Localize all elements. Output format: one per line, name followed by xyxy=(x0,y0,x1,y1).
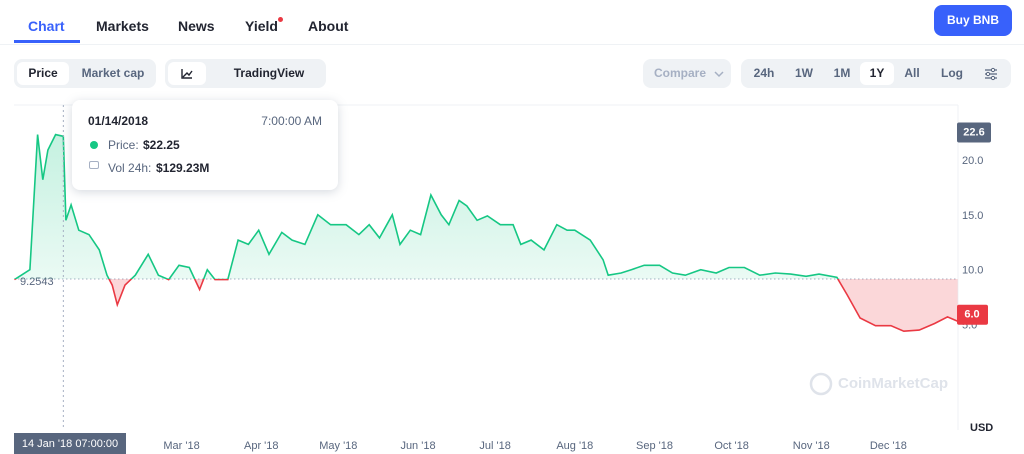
nav-bar: Chart Markets News Yield About Buy BNB xyxy=(0,0,1024,45)
x-tick-label: Jun '18 xyxy=(400,440,435,452)
tooltip-price: $22.25 xyxy=(143,138,180,152)
range-button[interactable]: All xyxy=(904,66,920,80)
y-tick-label: 10.0 xyxy=(962,265,983,277)
x-tick-label: Dec '18 xyxy=(870,440,907,452)
tooltip-date: 01/14/2018 xyxy=(88,114,149,128)
tooltip-vol: $129.23M xyxy=(156,161,210,175)
price-dot xyxy=(90,141,98,149)
line-up xyxy=(14,133,839,279)
toggle-price[interactable]: Price xyxy=(17,62,69,85)
line-down xyxy=(14,278,958,333)
range-group: 24h 1W 1M 1Y All Log xyxy=(741,59,1011,88)
chart-type-group: TradingView xyxy=(165,59,326,88)
x-tick-label: Aug '18 xyxy=(556,440,593,452)
x-tick-label: Oct '18 xyxy=(714,440,749,452)
chevron xyxy=(714,71,724,78)
toggle-market-cap[interactable]: Market cap xyxy=(81,66,145,80)
y-tick-label: 15.0 xyxy=(962,210,983,222)
y-tick-label: 20.0 xyxy=(962,155,983,167)
tooltip: 01/14/2018 7:00:00 AM Price: $22.25 Vol … xyxy=(72,100,338,190)
line-icon[interactable] xyxy=(168,62,206,85)
buy-button[interactable]: Buy BNB xyxy=(934,5,1012,36)
last-tag xyxy=(957,304,988,325)
watermark: CoinMarketCap xyxy=(838,375,948,392)
line-icon-svg xyxy=(181,69,193,79)
last-tag-label: 6.0 xyxy=(964,309,979,321)
x-tick-label: Nov '18 xyxy=(793,440,830,452)
notification-dot xyxy=(278,17,283,22)
tradingview-button[interactable]: TradingView xyxy=(233,66,305,80)
cursor-tag-label: 14 Jan '18 07:00:00 xyxy=(22,438,118,450)
tooltip-vol-label: Vol 24h: xyxy=(108,161,152,175)
range-button[interactable]: 1M xyxy=(833,66,851,80)
settings-icon[interactable] xyxy=(983,67,999,81)
range-button[interactable]: 24h xyxy=(753,66,775,80)
x-tick-label: Apr '18 xyxy=(244,440,279,452)
compare-group: Compare xyxy=(643,59,731,88)
tooltip-price-label: Price: xyxy=(108,138,139,152)
range-button[interactable]: 1W xyxy=(795,66,813,80)
log-button[interactable]: Log xyxy=(941,66,963,80)
currency-label: USD xyxy=(970,422,993,434)
tab[interactable]: Markets xyxy=(96,18,149,34)
tab[interactable]: About xyxy=(308,18,349,34)
tab-underline xyxy=(14,40,80,43)
tab[interactable]: Chart xyxy=(28,18,65,34)
area-down xyxy=(14,278,958,332)
max-tag-label: 22.6 xyxy=(963,126,984,138)
compare-button[interactable]: Compare xyxy=(653,66,706,80)
toggle-group: Price Market cap xyxy=(14,59,156,88)
area-up xyxy=(15,134,838,279)
tab[interactable]: Yield xyxy=(245,18,278,34)
x-tick-label: May '18 xyxy=(319,440,357,452)
tooltip-time: 7:00:00 AM xyxy=(261,114,322,128)
tab[interactable]: News xyxy=(178,18,215,34)
max-tag xyxy=(957,122,991,143)
vol-icon xyxy=(89,161,99,169)
range-button[interactable]: 1Y xyxy=(860,62,894,85)
x-tick-label: Mar '18 xyxy=(163,440,199,452)
cursor-tag xyxy=(14,433,126,454)
x-tick-label: Sep '18 xyxy=(636,440,673,452)
x-tick-label: Jul '18 xyxy=(479,440,510,452)
watermark-logo xyxy=(809,372,833,396)
